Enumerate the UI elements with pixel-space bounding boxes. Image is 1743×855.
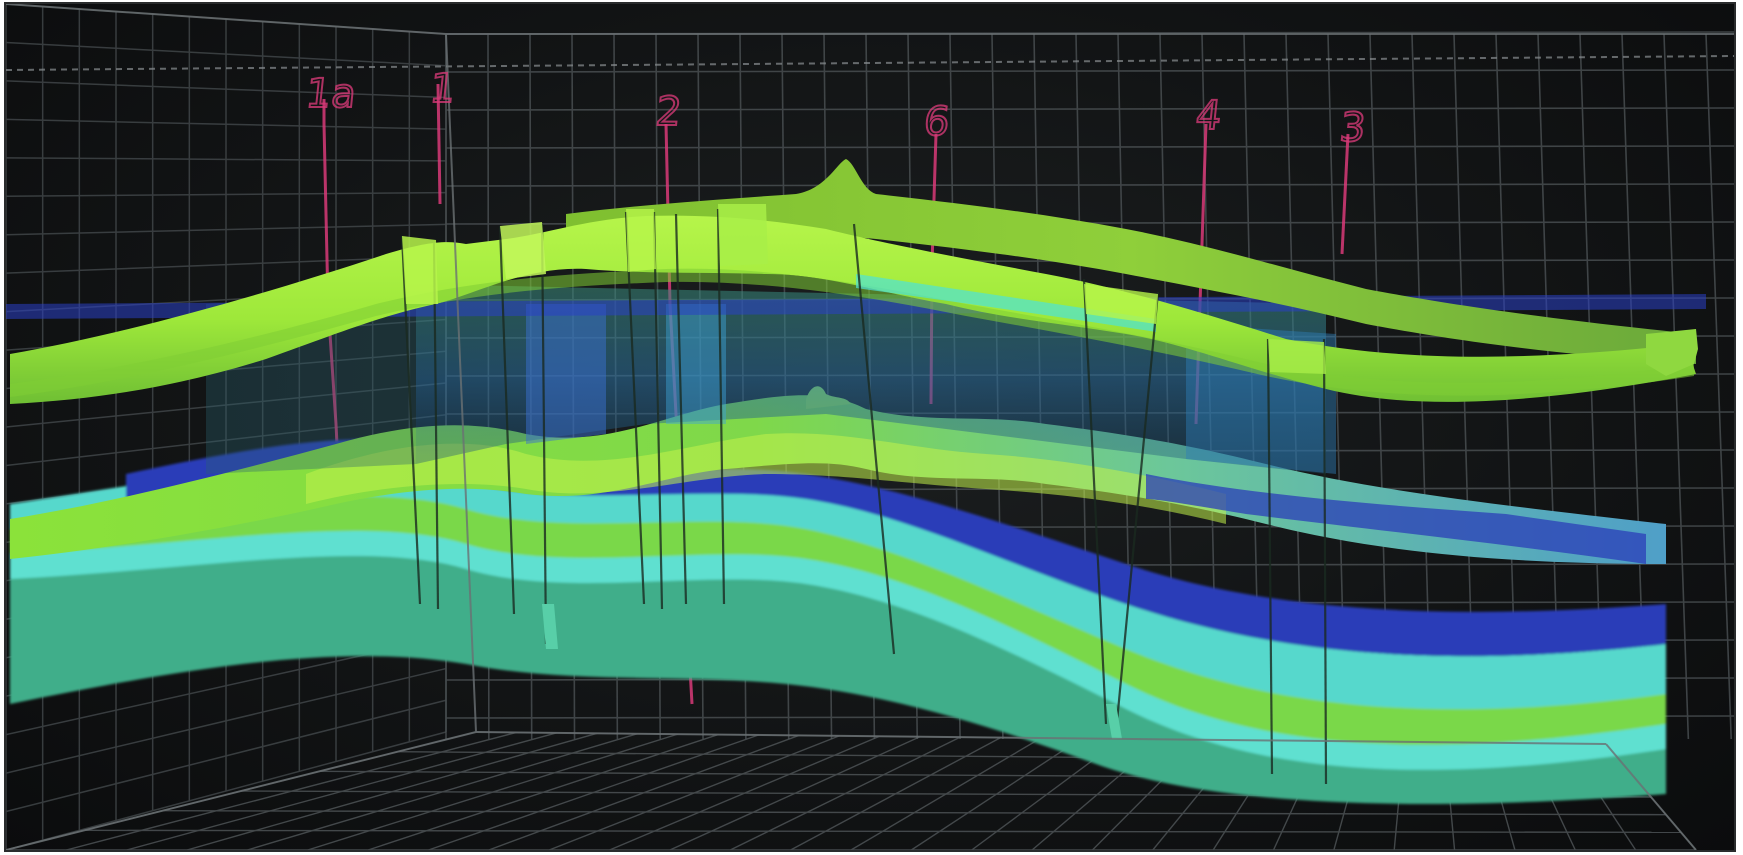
3d-reservoir-scene[interactable] (6, 4, 1734, 850)
well-label-6: 6 (921, 98, 953, 146)
grid-line (445, 183, 1734, 187)
well-label-4: 4 (1193, 92, 1225, 140)
top-dashed-line (6, 55, 1734, 71)
model-viewport[interactable]: 1a 1 2 6 4 3 (6, 4, 1734, 850)
grid-line (445, 69, 1734, 73)
well-label-2: 2 (653, 88, 685, 136)
grid-line (1663, 33, 1690, 740)
well-label-1a: 1a (303, 70, 360, 118)
well-label-3: 3 (1337, 104, 1369, 152)
well-label-1: 1 (427, 65, 459, 113)
grid-line (1705, 33, 1732, 740)
